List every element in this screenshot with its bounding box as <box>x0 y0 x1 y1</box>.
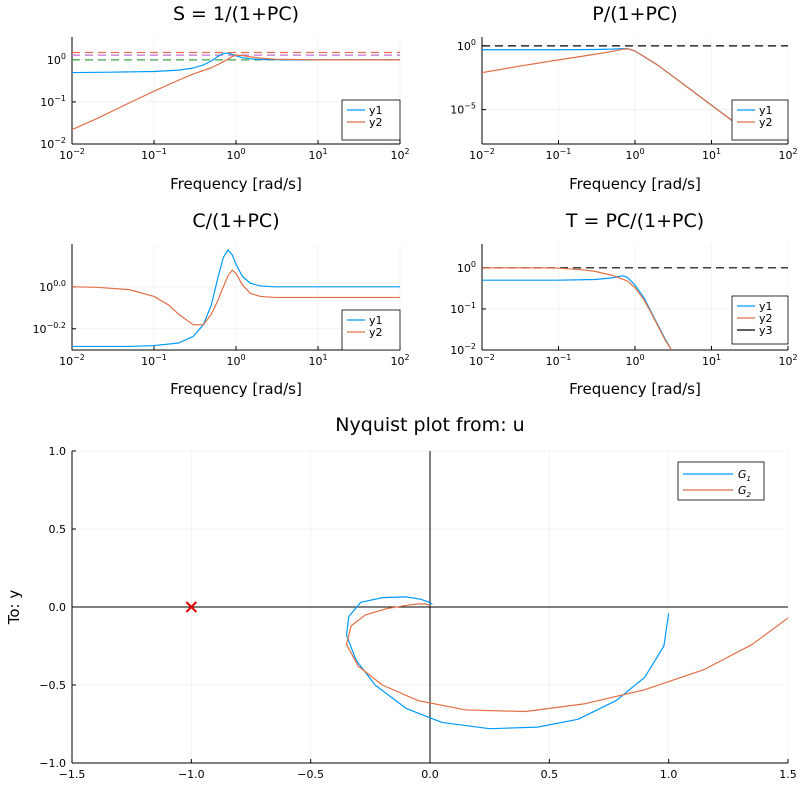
x-tick-label: 101 <box>308 147 327 162</box>
legend-label: y1 <box>369 314 383 327</box>
panel-t: 10−2 10−1 100 101 102 10−2 10−1 100 T = PC/(1+PC… <box>450 210 797 398</box>
series-line-g2 <box>345 603 788 713</box>
x-tick-label: 0.0 <box>421 768 439 781</box>
y-tick-label: 10−1 <box>450 301 476 316</box>
y-tick-label: 100 <box>457 38 476 53</box>
x-tick-label: 10−1 <box>141 147 167 162</box>
y-tick-label: 100 <box>47 52 66 67</box>
chart-title: C/(1+PC) <box>192 210 279 232</box>
series-line-g1 <box>345 596 670 730</box>
x-tick-label: 10−2 <box>59 353 85 368</box>
y-tick-label: 10−1 <box>40 94 66 109</box>
y-tick-label: 10−2 <box>40 136 66 151</box>
y-tick-label: 10−2 <box>450 342 476 357</box>
y-axis-label: To: y <box>5 590 23 626</box>
x-tick-label: 102 <box>390 147 409 162</box>
x-tick-label: 101 <box>702 147 721 162</box>
legend-label: G2 <box>738 484 752 499</box>
x-tick-label: 100 <box>625 353 644 368</box>
legend-box <box>341 309 401 351</box>
x-tick-label: 10−2 <box>59 147 85 162</box>
legend-label: y2 <box>369 326 383 339</box>
legend-box <box>731 295 789 345</box>
panel-s: 10−2 10−1 100 101 102 10−2 10−1 100 S = 1/(1+PC)… <box>40 3 409 193</box>
panel-c: 10−2 10−1 100 101 102 10−0.2 100.0 C/(1+PC) Freq… <box>33 210 410 398</box>
series-line-y1 <box>72 249 400 348</box>
series-line-y1 <box>482 47 749 134</box>
x-axis-label: Frequency [rad/s] <box>569 380 701 398</box>
x-tick-label: 102 <box>778 147 797 162</box>
legend-label: y2 <box>369 116 383 129</box>
series-line-y1 <box>482 275 673 350</box>
y-tick-label: 100 <box>457 260 476 275</box>
legend-label: y1 <box>759 300 773 313</box>
x-tick-label: 1.5 <box>779 768 797 781</box>
legend-label: y3 <box>759 324 773 337</box>
x-axis-label: Frequency [rad/s] <box>170 380 302 398</box>
critical-point-marker <box>185 601 198 613</box>
y-tick-label: 0.0 <box>49 601 67 614</box>
x-tick-label: 10−2 <box>469 147 495 162</box>
x-tick-label: 101 <box>308 353 327 368</box>
y-tick-label: −1.0 <box>39 757 66 770</box>
y-tick-label: 1.0 <box>49 445 67 458</box>
x-tick-label: 100 <box>226 353 245 368</box>
x-axis-label: Frequency [rad/s] <box>569 175 701 193</box>
x-tick-label: 0.5 <box>541 768 559 781</box>
chart-title: P/(1+PC) <box>592 3 677 25</box>
y-tick-label: −0.5 <box>39 679 66 692</box>
x-tick-label: −1.0 <box>178 768 205 781</box>
legend-box <box>677 461 765 501</box>
chart-title: S = 1/(1+PC) <box>173 3 299 25</box>
x-tick-label: 100 <box>226 147 245 162</box>
legend-box <box>731 99 789 141</box>
chart-title: Nyquist plot from: u <box>335 414 524 436</box>
x-tick-label: 10−1 <box>546 147 572 162</box>
series-line-y2 <box>482 48 749 134</box>
legend-label: G1 <box>738 468 751 483</box>
y-tick-label: 0.5 <box>49 523 67 536</box>
legend-label: y2 <box>759 116 773 129</box>
x-tick-label: 101 <box>702 353 721 368</box>
x-axis-label: Frequency [rad/s] <box>170 175 302 193</box>
x-tick-label: 100 <box>625 147 644 162</box>
y-tick-label: 100.0 <box>39 279 66 294</box>
legend-label: y1 <box>369 104 383 117</box>
legend-box <box>341 99 401 141</box>
x-tick-label: −1.5 <box>59 768 86 781</box>
x-tick-label: −0.5 <box>297 768 324 781</box>
x-tick-label: 102 <box>778 353 797 368</box>
x-tick-label: 102 <box>390 353 409 368</box>
x-tick-label: 1.0 <box>660 768 678 781</box>
legend-label: y1 <box>759 104 773 117</box>
y-tick-label: 10−0.2 <box>33 321 66 336</box>
panel-n: −1.5 −1.0 −0.5 0.0 0.5 1.0 1.5−1.0−0.50.00.51.… <box>5 414 797 781</box>
x-tick-label: 10−1 <box>141 353 167 368</box>
chart-title: T = PC/(1+PC) <box>565 210 704 232</box>
y-tick-label: 10−5 <box>450 102 476 117</box>
panel-p: 10−2 10−1 100 101 102 10−5 100 P/(1+PC) Frequenc… <box>450 3 797 193</box>
x-tick-label: 10−1 <box>546 353 572 368</box>
series-line-y2 <box>72 54 400 131</box>
series-line-y2 <box>72 269 400 326</box>
x-tick-label: 10−2 <box>469 353 495 368</box>
series-line-y2 <box>482 267 673 350</box>
legend-label: y2 <box>759 312 773 325</box>
